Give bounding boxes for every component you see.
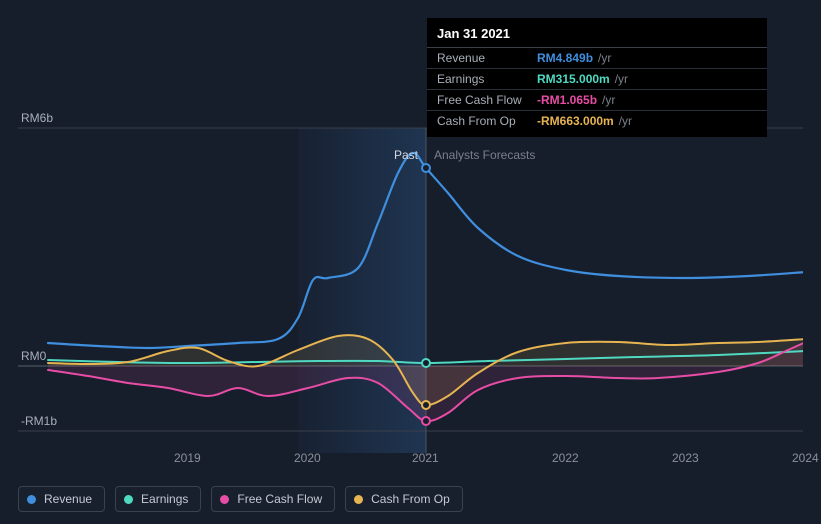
- tooltip-label: Free Cash Flow: [437, 93, 537, 107]
- legend-label: Cash From Op: [371, 492, 450, 506]
- tooltip-suffix: /yr: [602, 93, 615, 107]
- legend-swatch-icon: [220, 495, 229, 504]
- tooltip-date: Jan 31 2021: [427, 24, 767, 48]
- y-axis-label: RM6b: [21, 111, 53, 125]
- marker-icon: [422, 417, 430, 425]
- legend-label: Free Cash Flow: [237, 492, 322, 506]
- x-axis-label: 2021: [412, 451, 439, 465]
- y-axis-label: -RM1b: [21, 414, 57, 428]
- x-axis-label: 2024: [792, 451, 819, 465]
- tooltip-suffix: /yr: [615, 72, 628, 86]
- x-axis-label: 2020: [294, 451, 321, 465]
- legend-swatch-icon: [27, 495, 36, 504]
- chart-tooltip: Jan 31 2021 RevenueRM4.849b/yrEarningsRM…: [427, 18, 767, 137]
- legend-item-revenue[interactable]: Revenue: [18, 486, 105, 512]
- legend-swatch-icon: [124, 495, 133, 504]
- x-axis-label: 2022: [552, 451, 579, 465]
- tooltip-label: Earnings: [437, 72, 537, 86]
- legend-item-cfo[interactable]: Cash From Op: [345, 486, 463, 512]
- marker-icon: [422, 164, 430, 172]
- legend-swatch-icon: [354, 495, 363, 504]
- tooltip-row: Cash From Op-RM663.000m/yr: [427, 111, 767, 131]
- tooltip-value: -RM663.000m: [537, 114, 614, 128]
- tooltip-row: Free Cash Flow-RM1.065b/yr: [427, 90, 767, 111]
- tooltip-value: RM4.849b: [537, 51, 593, 65]
- y-axis-label: RM0: [21, 349, 46, 363]
- legend-item-fcf[interactable]: Free Cash Flow: [211, 486, 335, 512]
- tooltip-suffix: /yr: [598, 51, 611, 65]
- tooltip-row: RevenueRM4.849b/yr: [427, 48, 767, 69]
- legend-item-earnings[interactable]: Earnings: [115, 486, 201, 512]
- legend-label: Earnings: [141, 492, 188, 506]
- marker-icon: [422, 359, 430, 367]
- marker-icon: [422, 401, 430, 409]
- tooltip-row: EarningsRM315.000m/yr: [427, 69, 767, 90]
- x-axis-label: 2023: [672, 451, 699, 465]
- tooltip-value: -RM1.065b: [537, 93, 597, 107]
- tooltip-label: Revenue: [437, 51, 537, 65]
- legend-label: Revenue: [44, 492, 92, 506]
- tooltip-suffix: /yr: [619, 114, 632, 128]
- tooltip-label: Cash From Op: [437, 114, 537, 128]
- financials-chart: RM6bRM0-RM1b 201920202021202220232024 Pa…: [18, 18, 803, 478]
- x-axis-label: 2019: [174, 451, 201, 465]
- tooltip-value: RM315.000m: [537, 72, 610, 86]
- chart-legend: Revenue Earnings Free Cash Flow Cash From O…: [18, 486, 463, 512]
- section-label-forecast: Analysts Forecasts: [434, 148, 535, 162]
